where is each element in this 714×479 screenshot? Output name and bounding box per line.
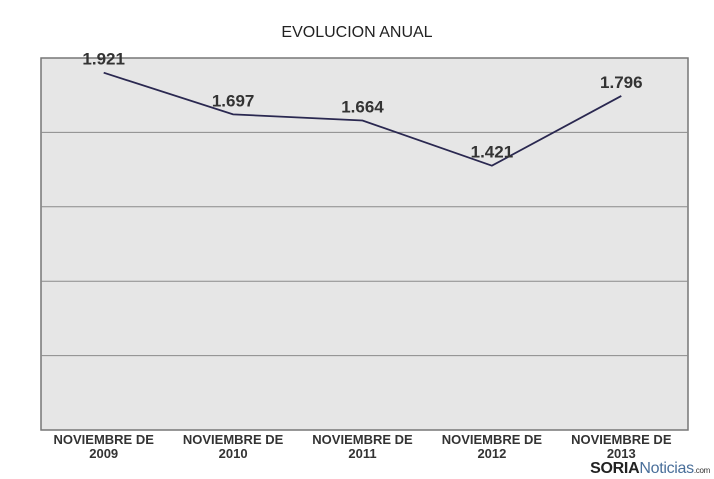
x-tick-label: 2010	[219, 446, 248, 461]
soria-noticias-watermark: SORIANoticias.com	[590, 460, 710, 477]
data-label: 1.421	[471, 143, 514, 162]
x-tick-label: NOVIEMBRE DE	[571, 432, 672, 447]
data-label: 1.664	[341, 97, 384, 116]
chart-title: EVOLUCION ANUAL	[281, 24, 432, 41]
x-tick-label: NOVIEMBRE DE	[312, 432, 413, 447]
x-tick-label: 2009	[89, 446, 118, 461]
series-line	[103, 71, 622, 167]
x-tick-label: NOVIEMBRE DE	[183, 432, 284, 447]
x-tick-label: NOVIEMBRE DE	[53, 432, 154, 447]
plot-area	[40, 57, 689, 431]
x-tick-label: NOVIEMBRE DE	[442, 432, 543, 447]
data-label: 1.697	[212, 91, 255, 110]
x-tick-label: 2011	[348, 446, 376, 461]
x-tick-label: 2012	[477, 446, 506, 461]
data-label: 1.796	[600, 73, 643, 92]
x-tick-label: 2013	[607, 446, 636, 461]
data-label: 1.921	[82, 50, 125, 69]
